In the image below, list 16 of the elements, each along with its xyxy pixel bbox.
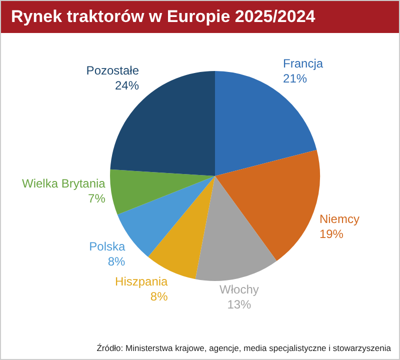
slice-label: Niemcy: [319, 212, 360, 226]
slice-label: Wielka Brytania: [22, 176, 106, 191]
slice-label: Polska: [89, 240, 126, 254]
data-label: 19%: [319, 226, 344, 241]
data-label: 8%: [150, 290, 168, 304]
data-label: 21%: [283, 72, 308, 86]
slice-label: Włochy: [220, 282, 259, 297]
slice-label: Francja: [283, 56, 324, 71]
slice-label: Pozostałe: [86, 63, 140, 78]
chart-title: Rynek traktorów w Europie 2025/2024: [1, 1, 399, 33]
text: Źródło: Ministerstwa krajowe, agencje, media specjalistyczne i stowarzyszenia: [96, 343, 391, 353]
data-label: 24%: [114, 78, 140, 92]
data-label: 13%: [227, 298, 252, 312]
data-label: 7%: [88, 192, 106, 206]
slice-label: Hiszpania: [115, 274, 168, 289]
data-label: 8%: [108, 254, 126, 269]
